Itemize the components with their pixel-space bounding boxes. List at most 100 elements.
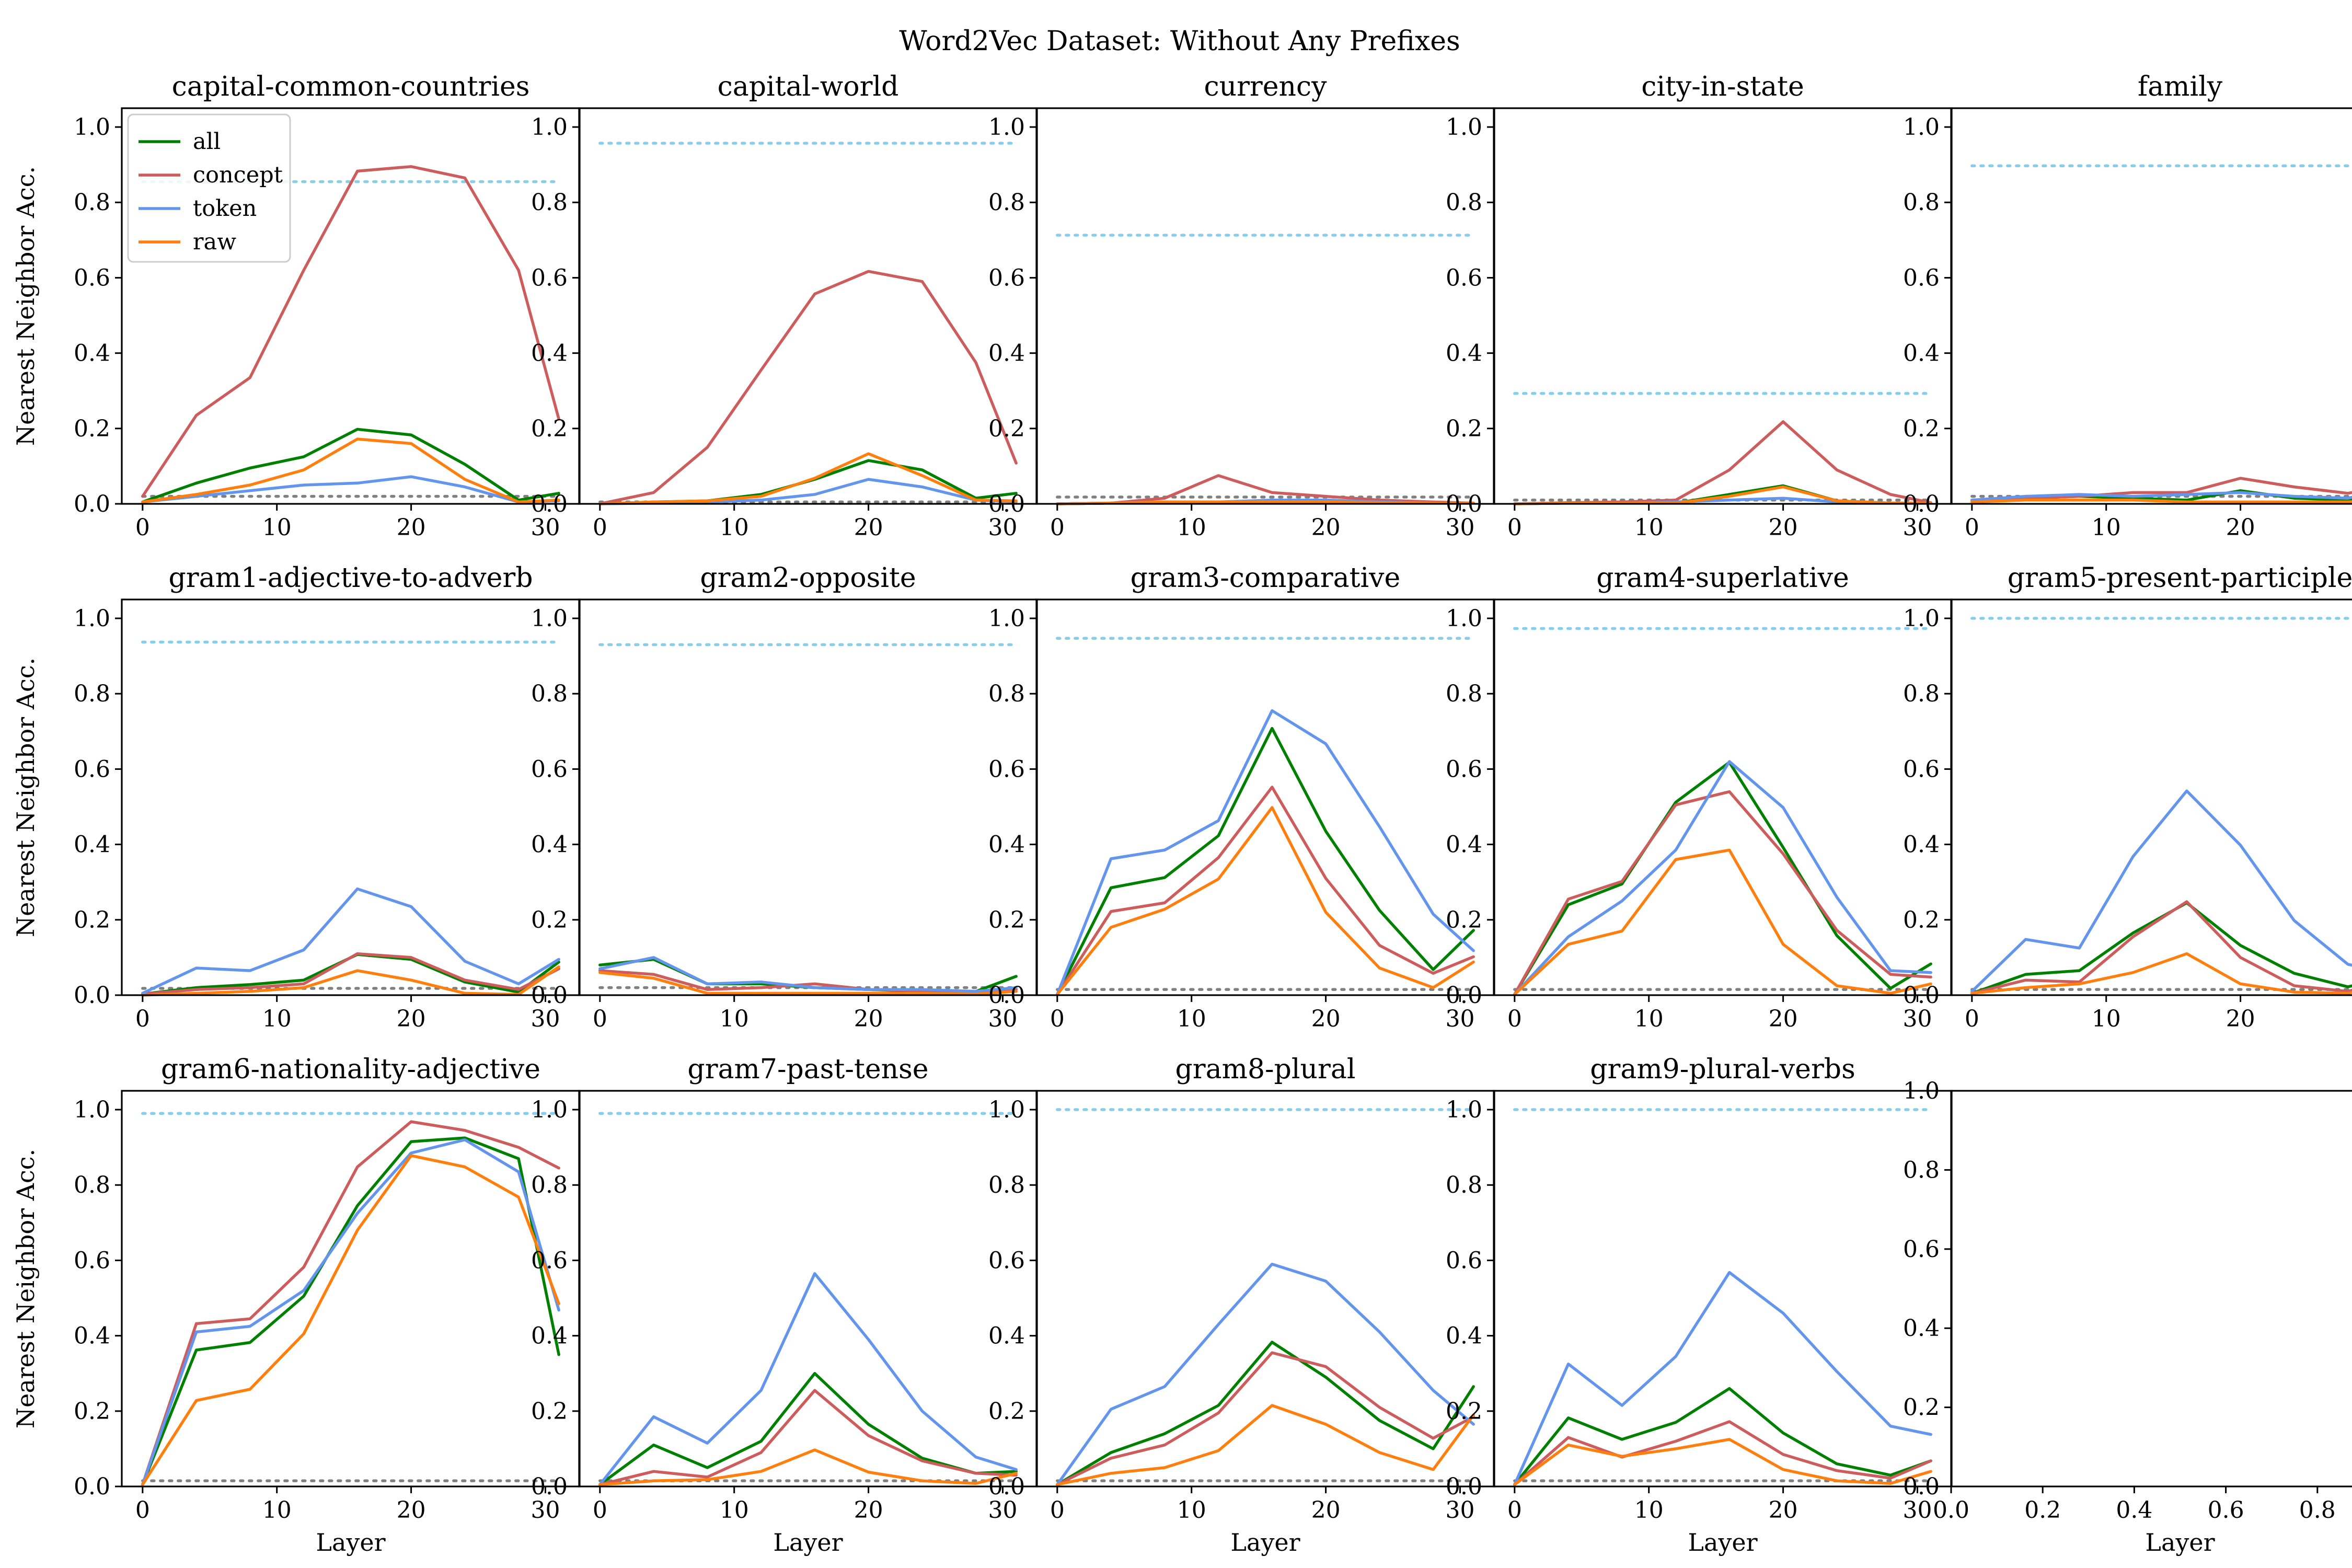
x-tick-label: 30	[988, 1006, 1017, 1032]
x-tick-label: 10	[1177, 1497, 1206, 1524]
x-tick-label: 0.2	[2024, 1497, 2061, 1524]
y-tick-label: 0.2	[988, 907, 1025, 933]
plot-frame	[121, 1090, 581, 1488]
y-tick-label: 0.0	[1446, 982, 1482, 1009]
x-tick-label: 10	[2092, 1006, 2121, 1032]
series-line-concept	[1513, 790, 1932, 996]
y-tick-label: 0.2	[74, 907, 110, 933]
series-line-raw	[1056, 1404, 1475, 1486]
subplot-title: gram1-adjective-to-adverb	[168, 562, 533, 594]
x-tick-label: 20	[854, 1497, 883, 1524]
subplot-title: capital-common-countries	[172, 71, 530, 102]
x-tick-label: 20	[397, 1006, 426, 1032]
y-tick-label: 0.0	[988, 1473, 1025, 1500]
series-line-all	[1056, 727, 1475, 996]
series-line-raw	[598, 1448, 1018, 1486]
subplot-title: gram2-opposite	[700, 562, 916, 594]
y-tick-label: 1.0	[988, 1097, 1025, 1123]
subplot-title: gram4-superlative	[1596, 562, 1849, 594]
series-line-all	[1056, 1341, 1475, 1486]
series-line-concept	[1970, 900, 2352, 995]
y-tick-label: 0.2	[1446, 416, 1482, 442]
y-axis-label: Nearest Neighbor Acc.	[11, 166, 40, 446]
x-tick-label: 10	[1634, 1497, 1664, 1524]
subplot-title: gram7-past-tense	[687, 1054, 928, 1085]
y-tick-label: 0.6	[988, 264, 1025, 291]
x-tick-label: 20	[1769, 1497, 1798, 1524]
y-tick-label: 1.0	[531, 1097, 568, 1123]
series-line-raw	[1513, 1438, 1932, 1486]
y-tick-label: 0.0	[988, 982, 1025, 1009]
y-tick-label: 0.0	[74, 1473, 110, 1500]
series-line-concept	[598, 270, 1018, 505]
y-tick-label: 0.8	[988, 1172, 1025, 1198]
x-tick-label: 0	[135, 1497, 150, 1524]
y-tick-label: 0.4	[1446, 340, 1482, 367]
y-tick-label: 0.8	[1903, 681, 1940, 707]
x-tick-label: 20	[2226, 1006, 2255, 1032]
x-tick-label: 20	[1769, 514, 1798, 541]
y-tick-label: 0.6	[74, 756, 110, 782]
series-line-token	[1513, 760, 1932, 996]
y-tick-label: 1.0	[74, 1097, 110, 1123]
x-tick-label: 10	[262, 514, 292, 541]
figure-title: Word2Vec Dataset: Without Any Prefixes	[899, 26, 1460, 57]
y-tick-label: 0.4	[988, 1323, 1025, 1350]
x-tick-label: 0	[1050, 1006, 1065, 1032]
series-line-raw	[1970, 499, 2352, 504]
y-tick-label: 1.0	[1903, 1078, 1940, 1104]
x-tick-label: 0	[593, 514, 607, 541]
y-tick-label: 0.0	[1903, 982, 1940, 1009]
x-tick-label: 20	[1311, 1006, 1341, 1032]
x-tick-label: 0	[1507, 1006, 1522, 1032]
x-tick-label: 10	[720, 514, 749, 541]
y-tick-label: 0.6	[531, 756, 568, 782]
y-tick-label: 0.4	[74, 832, 110, 858]
series-line-raw	[1970, 952, 2352, 995]
y-tick-label: 0.0	[1446, 491, 1482, 517]
y-tick-label: 0.8	[531, 681, 568, 707]
y-tick-label: 0.6	[1903, 1236, 1940, 1263]
y-tick-label: 0.4	[1446, 832, 1482, 858]
y-tick-label: 1.0	[74, 605, 110, 632]
x-tick-label: 0.8	[2299, 1497, 2336, 1524]
x-axis-label: Layer	[1688, 1528, 1757, 1557]
y-tick-label: 0.8	[531, 189, 568, 216]
x-tick-label: 10	[2092, 514, 2121, 541]
subplot-title: gram9-plural-verbs	[1590, 1054, 1855, 1085]
x-tick-label: 0	[593, 1006, 607, 1032]
series-line-all	[1513, 1387, 1932, 1486]
legend: all concept token raw	[127, 113, 291, 263]
series-line-token	[141, 887, 560, 995]
subplot-title: currency	[1204, 71, 1327, 102]
series-line-concept	[141, 1120, 560, 1486]
series-line-token	[1970, 789, 2352, 993]
x-tick-label: 30	[1903, 1006, 1932, 1032]
x-axis-label: Layer	[1230, 1528, 1300, 1557]
series-line-raw	[141, 965, 560, 997]
x-tick-label: 0	[1965, 1006, 1979, 1032]
x-tick-label: 10	[1634, 514, 1664, 541]
y-tick-label: 0.6	[988, 1247, 1025, 1274]
subplot-family: family 0 10 20 300.0 0.2 0.4 0.6 0.8 1.0	[1903, 71, 2352, 541]
x-tick-label: 10	[720, 1006, 749, 1032]
y-tick-label: 0.6	[1446, 1247, 1482, 1274]
series-line-raw	[1056, 500, 1475, 505]
y-tick-label: 0.2	[1903, 416, 1940, 442]
subplot-title: family	[2138, 71, 2223, 102]
x-tick-label: 30	[531, 1497, 560, 1524]
subplot-title: gram3-comparative	[1131, 562, 1401, 594]
y-tick-label: 0.4	[74, 340, 110, 367]
y-tick-label: 0.2	[988, 1398, 1025, 1425]
y-tick-label: 0.0	[1446, 1473, 1482, 1500]
y-tick-label: 0.4	[531, 832, 568, 858]
y-tick-label: 0.2	[74, 1398, 110, 1425]
x-tick-label: 30	[1903, 1497, 1932, 1524]
series-line-all	[1513, 760, 1932, 996]
